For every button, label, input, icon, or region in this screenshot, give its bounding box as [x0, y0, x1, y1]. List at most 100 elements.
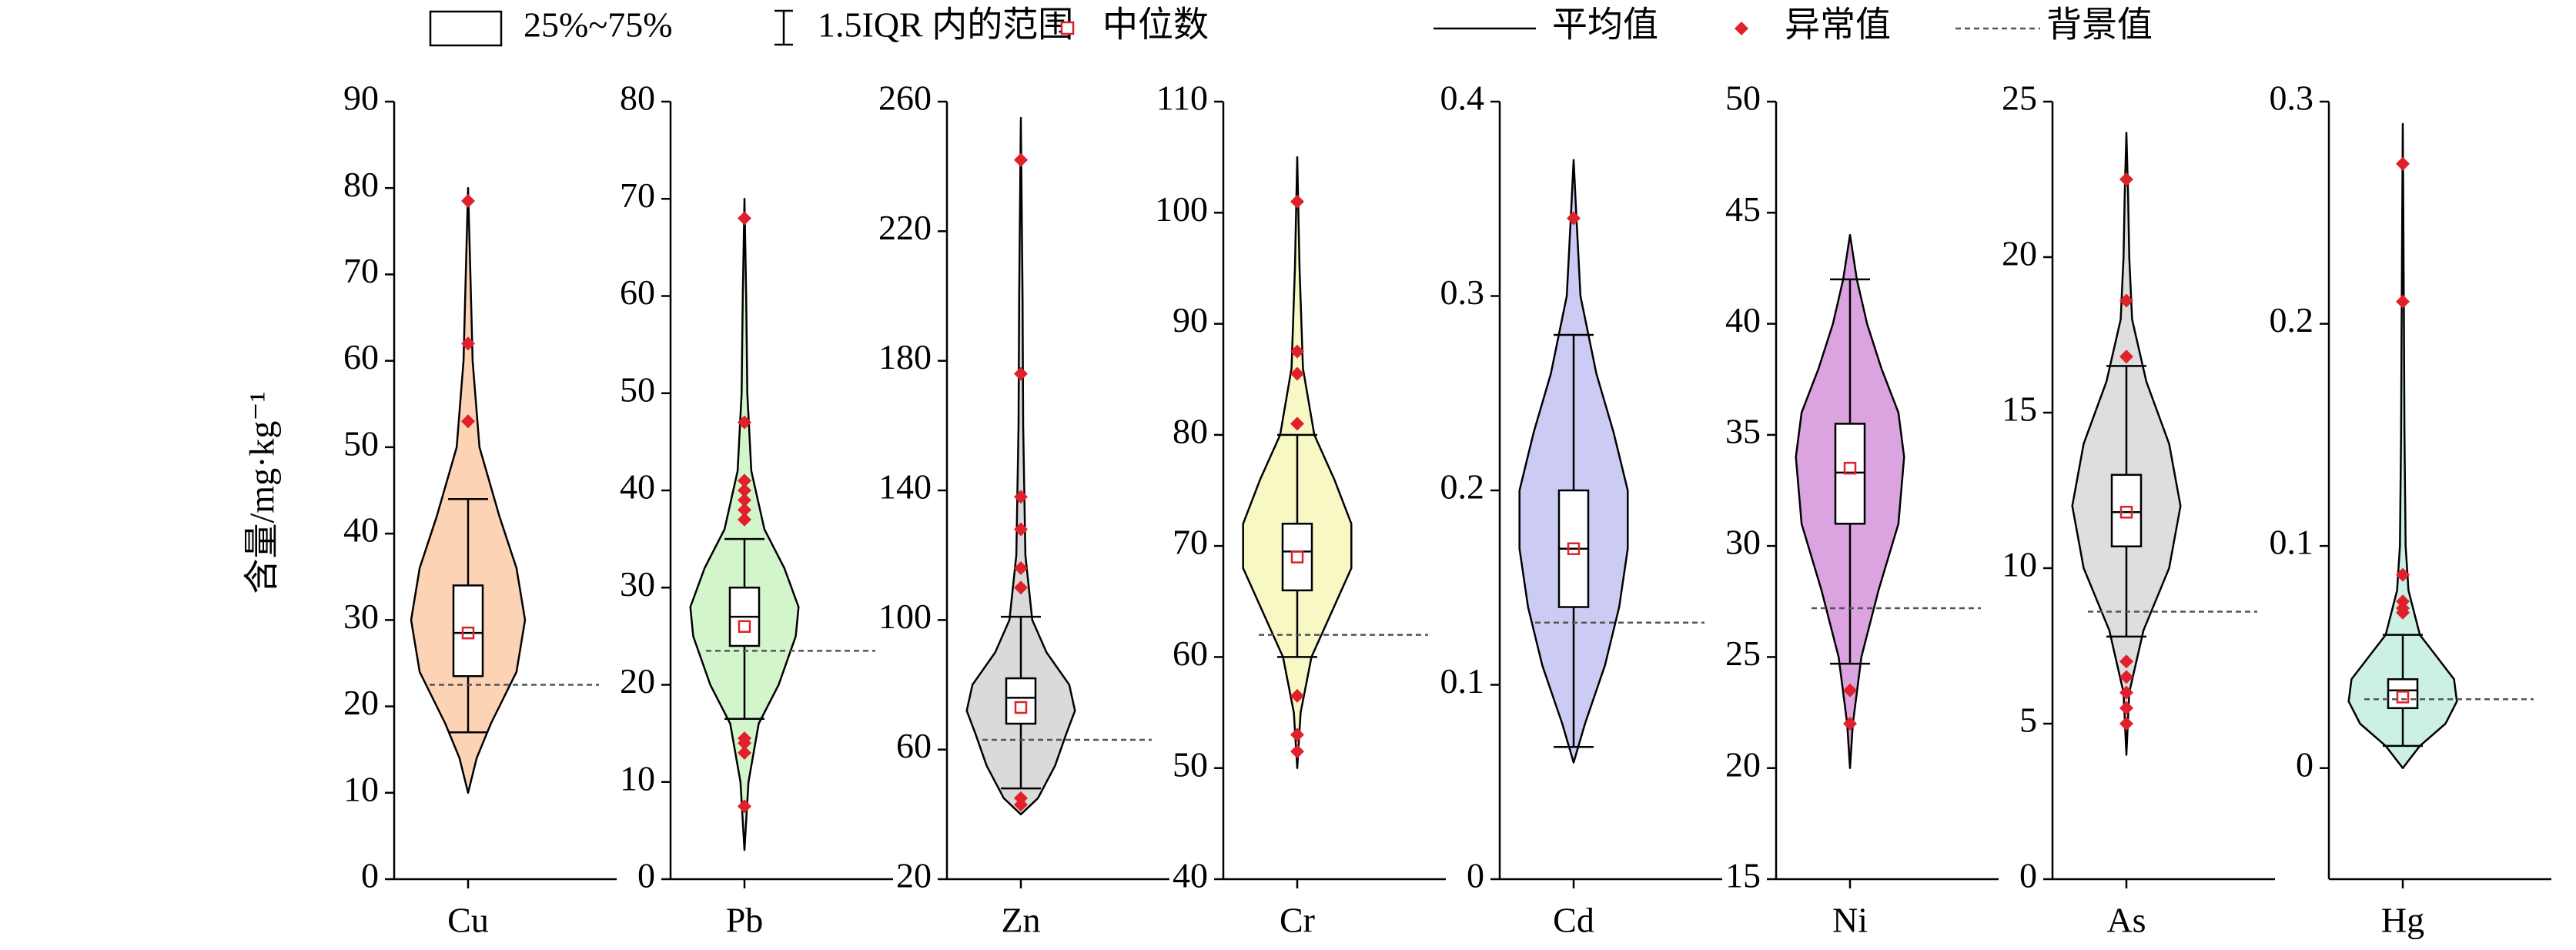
y-tick-label: 70 [343, 251, 379, 290]
legend-whisker-icon [774, 9, 793, 46]
outlier [1014, 580, 1028, 595]
iqr-box [452, 584, 484, 677]
violin [2347, 122, 2458, 769]
outlier [738, 799, 751, 814]
legend-outlier-icon [1735, 22, 1748, 35]
outlier [1290, 728, 1304, 742]
y-tick-label: 0 [2019, 856, 2037, 895]
outlier [738, 415, 751, 430]
outlier [2119, 685, 2133, 700]
y-tick-label: 15 [2002, 390, 2037, 429]
iqr-box [1005, 677, 1037, 725]
median-marker [1567, 542, 1581, 555]
outlier [738, 731, 751, 745]
y-tick-label: 80 [1173, 411, 1208, 450]
iqr-box [1281, 523, 1313, 592]
violin [965, 116, 1076, 816]
y-tick-label: 0.1 [2270, 523, 2314, 562]
violin [410, 186, 527, 794]
y-tick-label: 0.2 [2270, 300, 2314, 340]
legend: 25%~75% 1.5IQR 内的范围 中位数 平均值 异常值 背景值 [429, 5, 2153, 47]
y-tick-label: 25 [2002, 79, 2037, 118]
legend-label: 1.5IQR 内的范围 [818, 5, 1073, 45]
legend-label: 背景值 [2046, 5, 2153, 45]
y-tick-label: 60 [896, 726, 932, 765]
y-tick-label: 0.4 [1440, 79, 1485, 118]
y-tick-label: 30 [343, 597, 379, 636]
y-tick-label: 90 [1173, 300, 1208, 340]
x-tick-label: Hg [2381, 901, 2424, 940]
outlier [2396, 156, 2410, 171]
outlier [2396, 594, 2410, 609]
y-tick-label: 20 [896, 856, 932, 895]
y-tick-label: 20 [343, 683, 379, 722]
y-tick-label: 40 [1725, 300, 1761, 340]
outlier [738, 211, 751, 226]
y-tick-label: 0 [2296, 744, 2313, 784]
outlier [738, 493, 751, 507]
outlier [1014, 152, 1028, 167]
y-tick-label: 90 [343, 79, 379, 118]
y-tick-label: 40 [343, 510, 379, 550]
median-marker [1843, 461, 1857, 475]
y-tick-label: 220 [878, 208, 932, 247]
y-tick-label: 0.2 [1440, 467, 1485, 507]
x-tick-label: Zn [1001, 901, 1040, 940]
median-marker [2396, 691, 2410, 704]
y-tick-label: 0 [637, 856, 655, 895]
outlier [1014, 490, 1028, 504]
outlier [1290, 366, 1304, 381]
outlier [1014, 366, 1028, 381]
median-marker [2119, 506, 2133, 519]
outlier [2119, 293, 2133, 308]
iqr-box [1834, 423, 1866, 525]
y-tick-label: 20 [2002, 234, 2037, 273]
y-tick-label: 80 [620, 79, 655, 118]
x-tick-label: Cu [447, 901, 489, 940]
outlier [2119, 717, 2133, 731]
outlier [738, 745, 751, 760]
y-tick-label: 25 [1725, 634, 1761, 673]
outlier [2119, 172, 2133, 186]
y-tick-label: 140 [878, 467, 932, 507]
y-tick-label: 10 [2002, 545, 2037, 584]
median-marker [1014, 701, 1028, 714]
x-tick-label: Cd [1553, 901, 1594, 940]
x-tick-label: Pb [726, 901, 764, 940]
y-tick-label: 15 [1725, 856, 1761, 895]
median-marker [738, 620, 751, 633]
outlier [738, 473, 751, 488]
y-tick-label: 50 [1173, 744, 1208, 784]
outlier [1567, 211, 1581, 226]
y-tick-label: 80 [343, 165, 379, 204]
y-tick-label: 35 [1725, 411, 1761, 450]
y-tick-label: 100 [878, 597, 932, 636]
outlier [461, 194, 475, 209]
x-tick-label: As [2106, 901, 2146, 940]
violin-panel: 0 0.1 0.2 0.3 0.4 Cd [1440, 79, 1722, 940]
violin-panel: 0 10 20 30 40 50 60 70 80 Pb [620, 79, 893, 940]
median-marker [1290, 550, 1304, 564]
legend-median-icon [1060, 21, 1075, 35]
legend-box-icon [429, 10, 503, 47]
violin-panel: 0 10 20 30 40 50 60 70 80 90 Cu [343, 79, 617, 940]
y-tick-label: 260 [878, 79, 932, 118]
y-axis-label: 含量/mg·kg⁻¹ [243, 392, 282, 594]
y-tick-label: 0.3 [1440, 273, 1485, 312]
y-tick-label: 0 [361, 856, 379, 895]
iqr-box [2387, 678, 2419, 710]
outlier [1290, 194, 1304, 209]
y-tick-label: 70 [620, 176, 655, 215]
outlier [2119, 654, 2133, 669]
y-tick-label: 20 [1725, 744, 1761, 784]
y-tick-label: 0 [1467, 856, 1484, 895]
y-tick-label: 50 [620, 370, 655, 409]
median-marker [461, 626, 475, 640]
y-tick-label: 60 [620, 273, 655, 312]
y-tick-label: 180 [878, 337, 932, 376]
y-tick-label: 50 [343, 423, 379, 463]
x-tick-label: Ni [1832, 901, 1868, 940]
outlier [738, 503, 751, 517]
violin-panel: 15 20 25 30 35 40 45 50 Ni [1725, 79, 1999, 940]
outlier [1290, 416, 1304, 431]
